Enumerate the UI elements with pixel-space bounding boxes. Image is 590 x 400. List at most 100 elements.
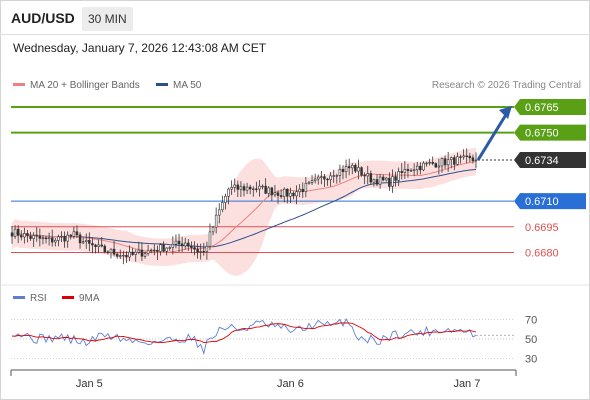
candle-58 <box>190 241 193 253</box>
legend-ma50: MA 50 <box>156 80 201 91</box>
candle-body <box>378 176 382 185</box>
candle-body <box>16 228 20 236</box>
candle-63 <box>205 241 209 260</box>
candle-145 <box>459 154 462 164</box>
candle-116 <box>369 170 373 185</box>
candle-body <box>351 164 354 169</box>
candle-150 <box>474 152 478 169</box>
timeframe-button[interactable]: 30 MIN <box>82 7 133 31</box>
candle-body <box>57 236 60 241</box>
candle-67 <box>218 203 221 224</box>
level-label-4: 0.6695 <box>525 222 559 234</box>
candle-144 <box>456 152 459 166</box>
candle-body <box>397 171 400 181</box>
candle-body <box>187 242 190 247</box>
candle-body <box>360 167 363 176</box>
legend-rsi: RSI <box>13 293 47 304</box>
candle-body <box>276 192 280 196</box>
candle-body <box>366 173 369 177</box>
candle-57 <box>187 239 190 251</box>
rsi-tick-70: 70 <box>525 315 537 327</box>
candle-119 <box>378 173 382 189</box>
candle-48 <box>159 243 162 256</box>
candle-body <box>35 235 38 237</box>
candle-112 <box>357 159 360 180</box>
candle-body <box>106 251 110 254</box>
candle-94 <box>301 182 305 198</box>
candle-body <box>50 237 54 243</box>
candle-body <box>239 186 243 190</box>
candle-body <box>72 231 76 237</box>
candle-92 <box>295 185 298 205</box>
candle-body <box>13 228 17 237</box>
candle-body <box>255 188 258 190</box>
candle-117 <box>372 178 376 187</box>
candle-body <box>459 156 462 158</box>
candle-body <box>307 182 311 184</box>
candle-12 <box>47 232 51 246</box>
candle-71 <box>230 180 233 195</box>
candle-body <box>84 239 88 242</box>
candle-body <box>190 245 193 248</box>
candle-54 <box>177 233 181 253</box>
candle-129 <box>409 168 413 172</box>
candle-body <box>171 243 175 248</box>
candle-body <box>224 195 227 203</box>
candle-97 <box>310 175 314 186</box>
candle-36 <box>122 250 125 265</box>
candle-5 <box>26 229 29 243</box>
candle-16 <box>60 231 63 242</box>
candle-49 <box>162 241 165 253</box>
candle-body <box>100 244 103 247</box>
candle-40 <box>134 249 137 262</box>
candle-139 <box>440 157 444 173</box>
candle-body <box>109 248 113 254</box>
candle-body <box>450 157 453 161</box>
candle-147 <box>465 148 468 164</box>
candle-body <box>177 240 181 245</box>
candle-body <box>468 155 472 159</box>
candle-body <box>214 214 218 228</box>
candle-27 <box>94 243 97 254</box>
candle-125 <box>397 167 400 186</box>
candle-109 <box>347 158 351 176</box>
candle-69 <box>224 193 227 210</box>
candle-42 <box>140 242 144 262</box>
candle-84 <box>270 186 274 202</box>
level-label-5: 0.6680 <box>525 247 559 259</box>
candle-140 <box>443 155 447 169</box>
candle-body <box>434 163 438 168</box>
candle-87 <box>279 189 283 199</box>
candle-141 <box>446 151 450 172</box>
candle-91 <box>292 191 295 200</box>
candle-20 <box>72 226 76 239</box>
candle-137 <box>434 162 438 168</box>
candle-101 <box>323 173 326 187</box>
candle-21 <box>75 225 79 238</box>
candle-body <box>128 251 131 258</box>
candle-body <box>440 158 444 167</box>
candle-146 <box>462 149 465 160</box>
candle-103 <box>329 171 332 187</box>
candle-body <box>233 184 236 188</box>
candle-74 <box>239 181 243 197</box>
level-label-2: 0.6734 <box>525 155 559 167</box>
candle-body <box>218 209 221 216</box>
candle-body <box>196 248 199 253</box>
candle-142 <box>450 156 453 169</box>
candle-body <box>462 155 465 158</box>
candle-6 <box>29 231 32 241</box>
candle-32 <box>109 248 113 259</box>
candle-4 <box>23 227 26 244</box>
candle-17 <box>63 231 66 248</box>
candle-body <box>20 235 23 238</box>
candle-13 <box>50 229 54 247</box>
legend-ma20-swatch <box>13 82 25 86</box>
candle-85 <box>273 184 277 198</box>
candle-98 <box>313 173 317 184</box>
candle-body <box>323 176 326 180</box>
candle-7 <box>32 232 35 247</box>
level-tag-1 <box>514 124 586 141</box>
candle-132 <box>419 162 422 175</box>
candle-body <box>261 185 264 188</box>
